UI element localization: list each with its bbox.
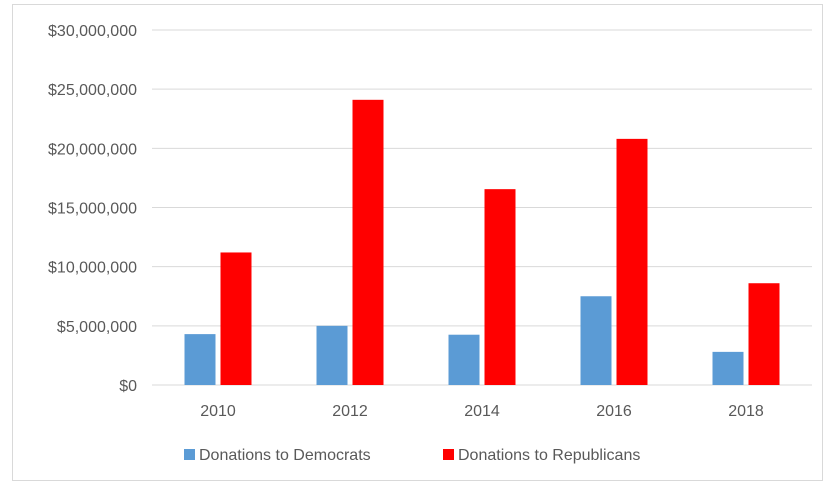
x-tick-label: 2010 [200,403,236,420]
legend-label: Donations to Republicans [458,447,640,464]
legend-label: Donations to Democrats [199,447,371,464]
bars [185,100,780,385]
y-tick-label: $0 [119,378,137,395]
x-tick-label: 2016 [596,403,632,420]
bar-democrats [581,296,612,385]
x-tick-label: 2018 [728,403,764,420]
bar-democrats [185,334,216,385]
bar-republicans [353,100,384,385]
legend: Donations to Democrats Donations to Repub… [184,447,640,464]
y-tick-label: $15,000,000 [48,201,137,218]
y-tick-label: $5,000,000 [57,319,137,336]
bar-democrats [317,326,348,385]
y-tick-label: $20,000,000 [48,141,137,158]
bar-republicans [749,283,780,385]
y-tick-label: $25,000,000 [48,82,137,99]
bar-democrats [713,352,744,385]
y-tick-label: $10,000,000 [48,260,137,277]
legend-swatch [443,449,454,460]
bar-republicans [485,189,516,385]
x-tick-label: 2012 [332,403,368,420]
bar-republicans [221,252,252,385]
legend-swatch [184,449,195,460]
x-axis-tick-labels: 2010 2012 2014 2016 2018 [200,403,764,420]
x-tick-label: 2014 [464,403,500,420]
bar-republicans [617,139,648,385]
y-axis-tick-labels: $0 $5,000,000 $10,000,000 $15,000,000 $20,00… [48,23,137,395]
y-tick-label: $30,000,000 [48,23,137,40]
bar-democrats [449,335,480,385]
